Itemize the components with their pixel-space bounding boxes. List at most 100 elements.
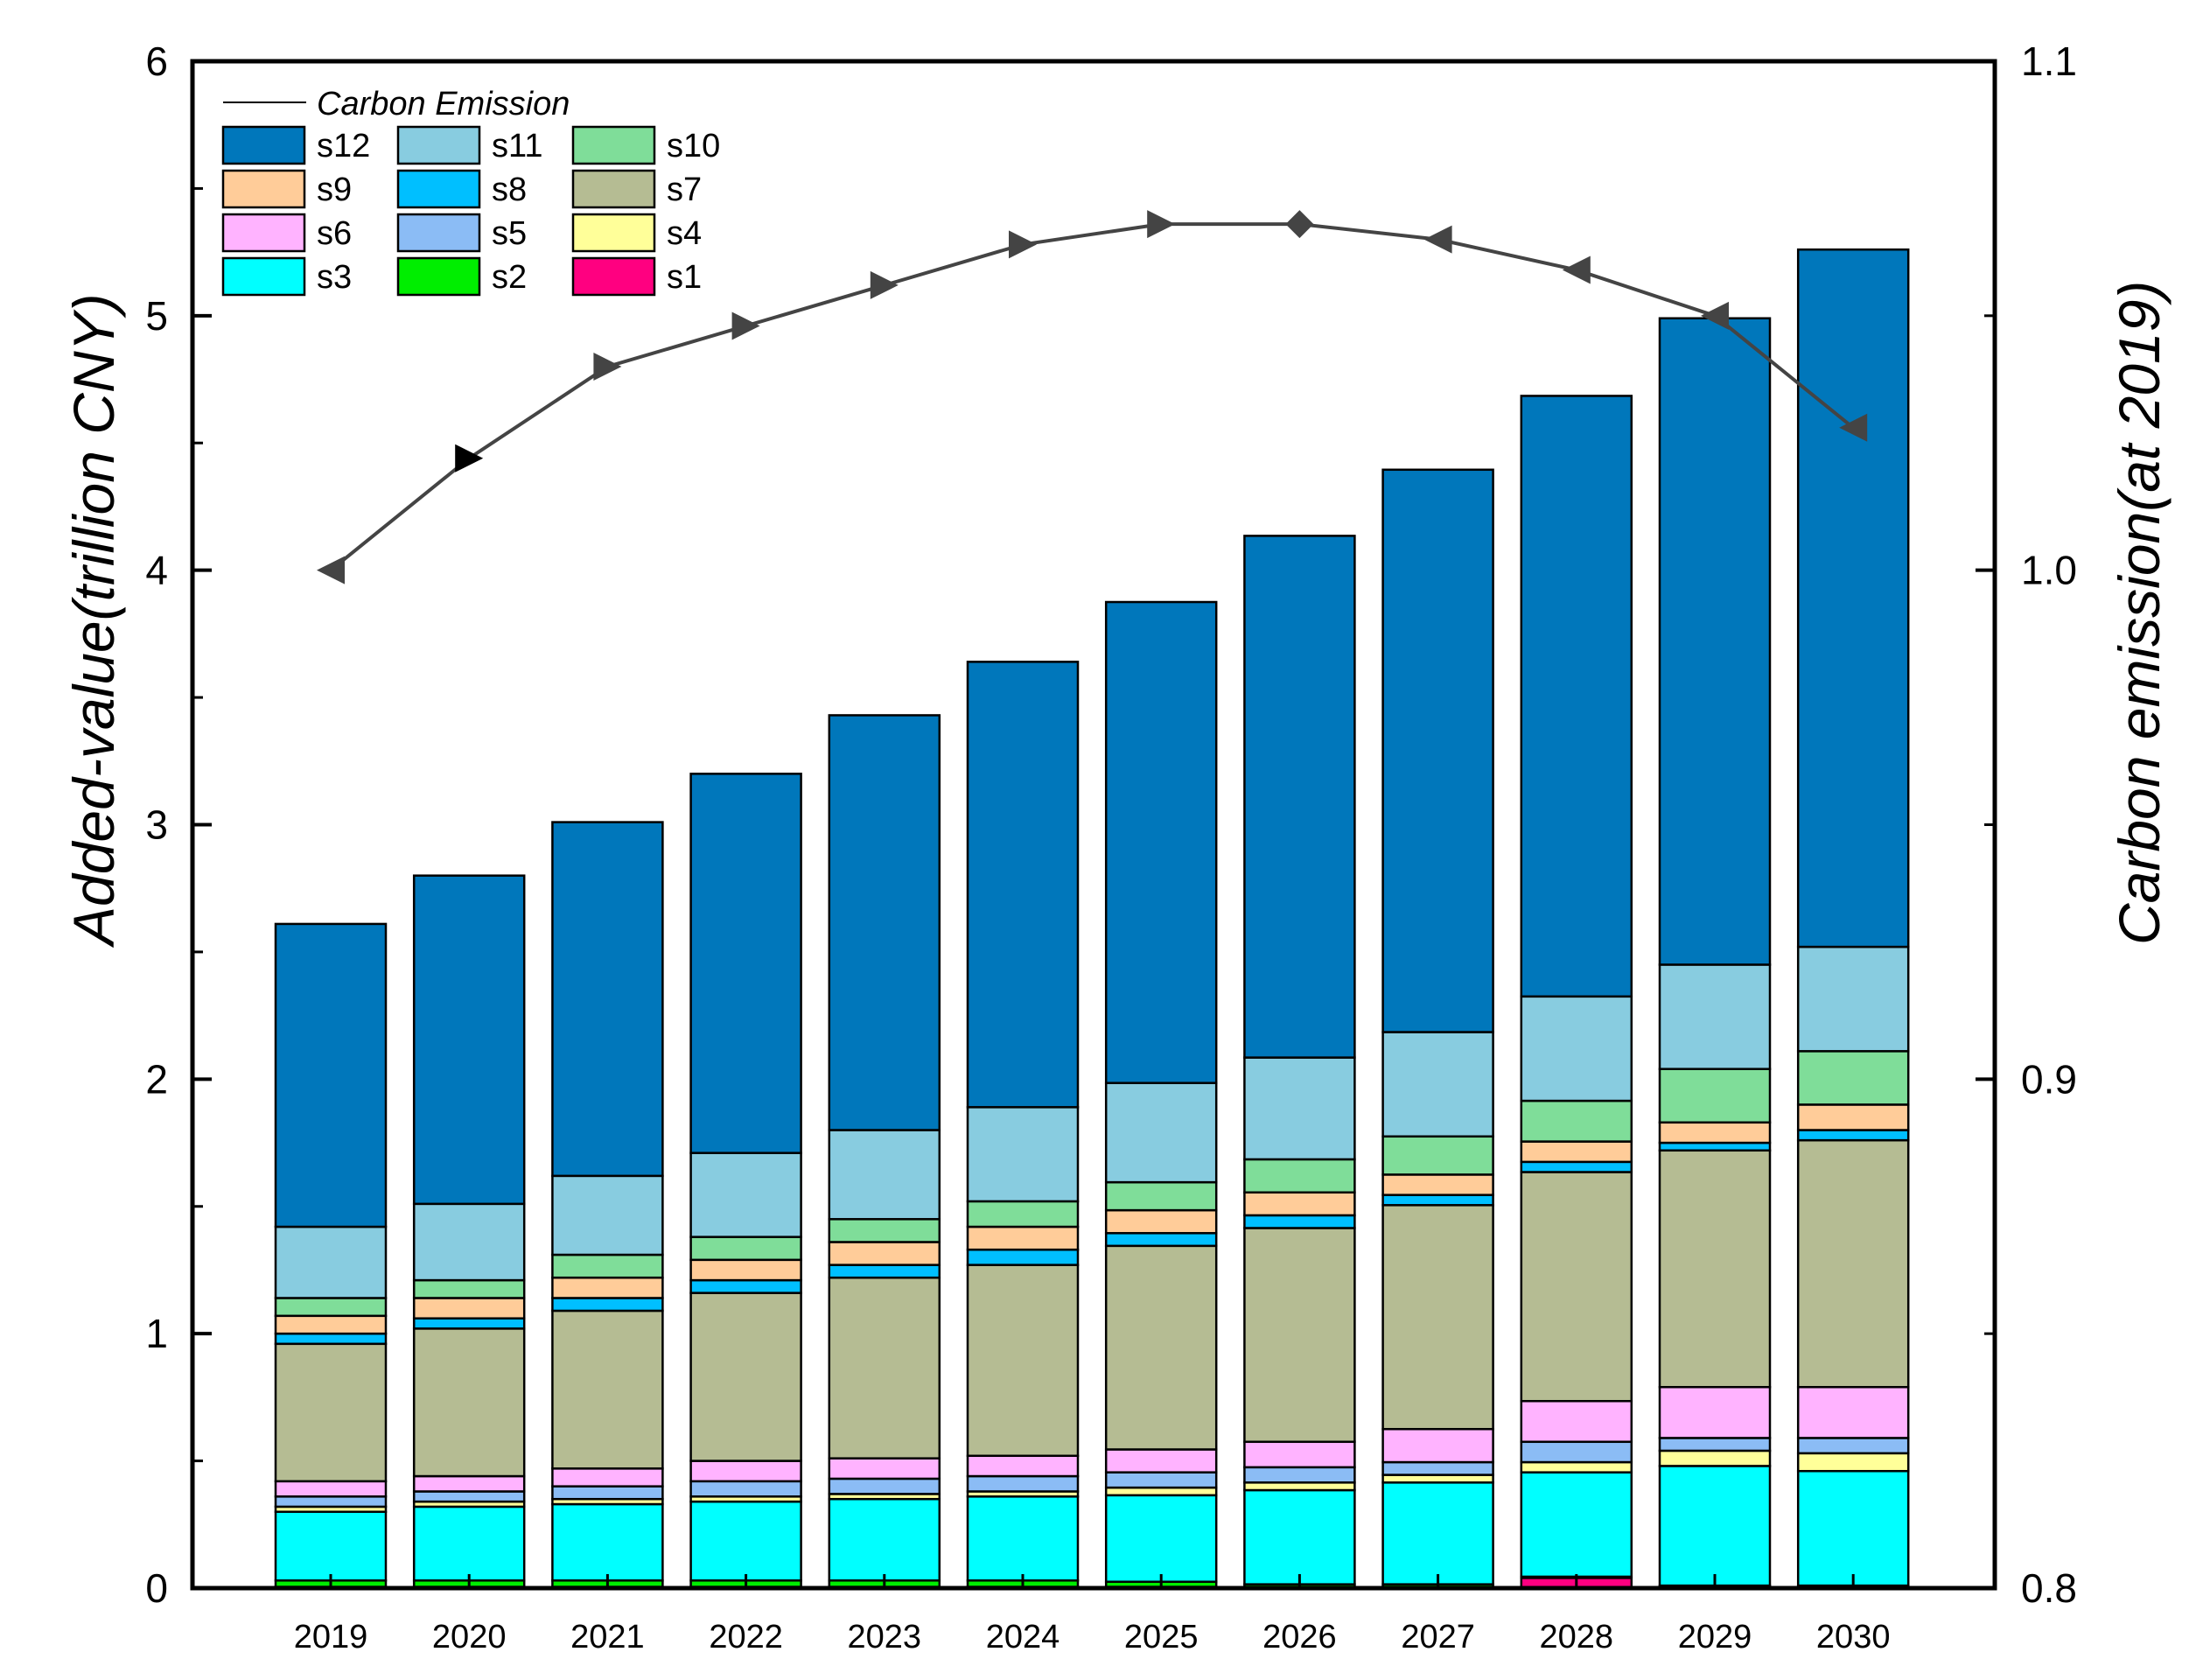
bar-s11-2024 [966,1106,1080,1203]
legend-swatch-s7 [571,169,656,209]
x-tick-label-2027: 2027 [1401,1619,1475,1656]
carbon-marker-2027 [1423,225,1452,254]
carbon-marker-2020 [455,444,484,472]
bar-s8-2029 [1658,1141,1772,1152]
bar-s5-2028 [1520,1440,1633,1464]
bar-s3-2024 [966,1495,1080,1582]
bar-s12-2029 [1658,317,1772,966]
bar-s7-2027 [1381,1204,1494,1431]
legend: Carbon Emission s12 s11 s10 s9 s8 s7 s6 s5 s4 s3 s… [221,86,720,297]
bar-s6-2026 [1243,1440,1356,1469]
carbon-marker-2019 [317,556,345,584]
bar-s8-2027 [1381,1194,1494,1207]
bar-s10-2020 [412,1278,526,1299]
bar-s12-2024 [966,661,1080,1109]
legend-label-s6: s6 [317,215,352,252]
x-tick-label-2028: 2028 [1540,1619,1614,1656]
bar-s12-2020 [412,874,526,1206]
bar-s7-2022 [689,1292,802,1462]
legend-label-s5: s5 [492,215,527,252]
bar-stacks [274,248,1910,1590]
carbon-marker-2030 [1839,413,1868,442]
bar-s9-2029 [1658,1121,1772,1144]
x-tick-label-2024: 2024 [986,1619,1060,1656]
legend-label-s2: s2 [492,259,527,296]
bar-s11-2021 [551,1174,664,1256]
bar-s6-2028 [1520,1399,1633,1444]
bar-s9-2028 [1520,1140,1633,1164]
carbon-marker-2028 [1562,256,1591,284]
bar-s10-2028 [1520,1099,1633,1143]
x-tick-label-2025: 2025 [1124,1619,1199,1656]
bar-s5-2021 [551,1485,664,1501]
bar-s6-2020 [412,1474,526,1493]
bar-s7-2028 [1520,1171,1633,1403]
bar-s4-2029 [1658,1449,1772,1467]
x-tick-label-2022: 2022 [709,1619,783,1656]
x-tick-label-2030: 2030 [1816,1619,1891,1656]
bar-s10-2024 [966,1200,1080,1228]
bar-s10-2027 [1381,1135,1494,1176]
bar-s5-2025 [1104,1471,1218,1489]
y-tick-label-2: 2 [145,1056,168,1102]
bar-s4-2025 [1104,1486,1218,1497]
bar-s8-2021 [551,1297,664,1312]
bar-s4-2027 [1381,1474,1494,1484]
bar-s4-2028 [1520,1460,1633,1474]
y-tick-label-5: 5 [145,293,168,339]
bar-s11-2027 [1381,1031,1494,1138]
bar-s7-2025 [1104,1244,1218,1451]
bar-s10-2021 [551,1253,664,1279]
bar-s6-2024 [966,1454,1080,1478]
bar-s8-2028 [1520,1160,1633,1173]
bar-s11-2028 [1520,995,1633,1102]
bar-s6-2023 [828,1457,941,1480]
legend-swatch-s5 [396,213,481,253]
y2-axis-title: Carbon emission(at 2019) [2107,281,2172,945]
bar-s3-2026 [1243,1488,1356,1586]
bar-s4-2026 [1243,1481,1356,1492]
bar-stack-2020 [412,874,526,1590]
x-tick-label-2020: 2020 [432,1619,507,1656]
bar-s6-2025 [1104,1448,1218,1474]
bar-s6-2022 [689,1460,802,1483]
bar-stack-2022 [689,773,802,1590]
bar-s5-2027 [1381,1460,1494,1476]
bar-s8-2030 [1796,1129,1910,1142]
bar-s7-2029 [1658,1149,1772,1389]
y2-tick-label-0.8: 0.8 [2021,1565,2077,1611]
bar-s10-2030 [1796,1050,1910,1106]
legend-label-s4: s4 [667,215,702,252]
bar-s11-2029 [1658,963,1772,1070]
bar-s3-2029 [1658,1465,1772,1587]
carbon-emission-line [329,222,1855,572]
legend-swatch-s4 [571,213,656,253]
bar-s5-2023 [828,1477,941,1495]
bar-s11-2026 [1243,1056,1356,1161]
bar-s7-2030 [1796,1138,1910,1389]
legend-label-s7: s7 [667,172,702,208]
bar-s7-2021 [551,1309,664,1470]
bar-s12-2027 [1381,468,1494,1033]
bar-s10-2019 [274,1297,388,1318]
bar-s5-2019 [274,1495,388,1508]
legend-label-s8: s8 [492,172,527,208]
bar-s9-2026 [1243,1191,1356,1217]
y-tick-label-1: 1 [145,1311,168,1356]
legend-label-s10: s10 [667,128,720,164]
bar-s12-2021 [551,821,664,1178]
bar-s5-2026 [1243,1466,1356,1484]
bar-s8-2019 [274,1332,388,1346]
bar-stack-2025 [1104,600,1218,1590]
legend-swatch-s9 [221,169,306,209]
x-tick-label-2026: 2026 [1262,1619,1337,1656]
legend-label-s11: s11 [492,128,542,164]
carbon-marker-2025 [1147,210,1176,239]
y-tick-label-6: 6 [145,38,168,84]
bar-s3-2019 [274,1510,388,1582]
bar-stack-2023 [828,714,941,1590]
bar-s5-2022 [689,1480,802,1498]
bar-s9-2025 [1104,1208,1218,1235]
bar-s12-2019 [274,922,388,1228]
